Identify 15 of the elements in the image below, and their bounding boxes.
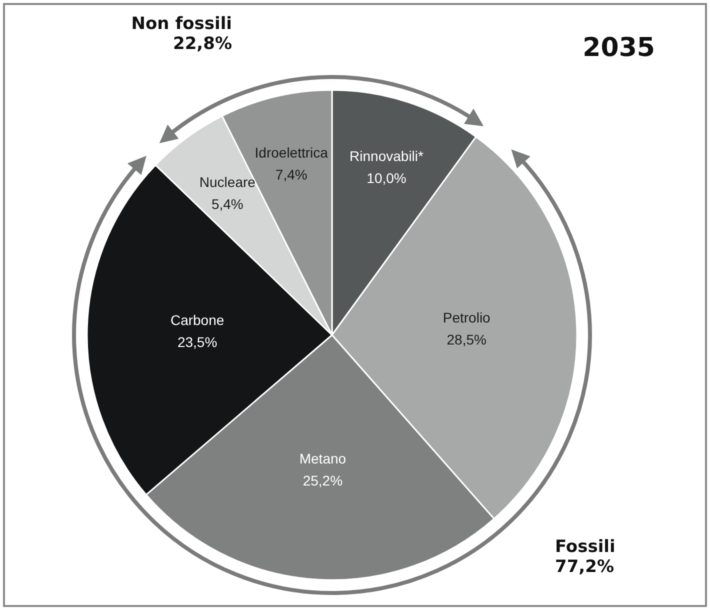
slice-label: Nucleare bbox=[199, 174, 256, 190]
slice-label: Carbone bbox=[170, 312, 224, 328]
data-label: 5,4% bbox=[211, 196, 244, 212]
slice-label: Rinnovabili* bbox=[350, 148, 424, 164]
text: Non fossili 22,8% bbox=[131, 14, 232, 54]
data-label: 7,4% bbox=[275, 166, 308, 182]
data-label: 28,5% bbox=[446, 332, 486, 348]
slice-label: Petrolio bbox=[442, 310, 491, 326]
data-label: 23,5% bbox=[177, 334, 218, 350]
data-label: 10,0% bbox=[366, 170, 406, 186]
slice-label: Metano bbox=[299, 450, 346, 466]
chart-title: 2035 bbox=[582, 33, 656, 63]
slice-label: Idroelettrica bbox=[254, 144, 328, 160]
data-label: 25,2% bbox=[302, 472, 343, 488]
text: Fossili 77,2% bbox=[555, 537, 616, 577]
